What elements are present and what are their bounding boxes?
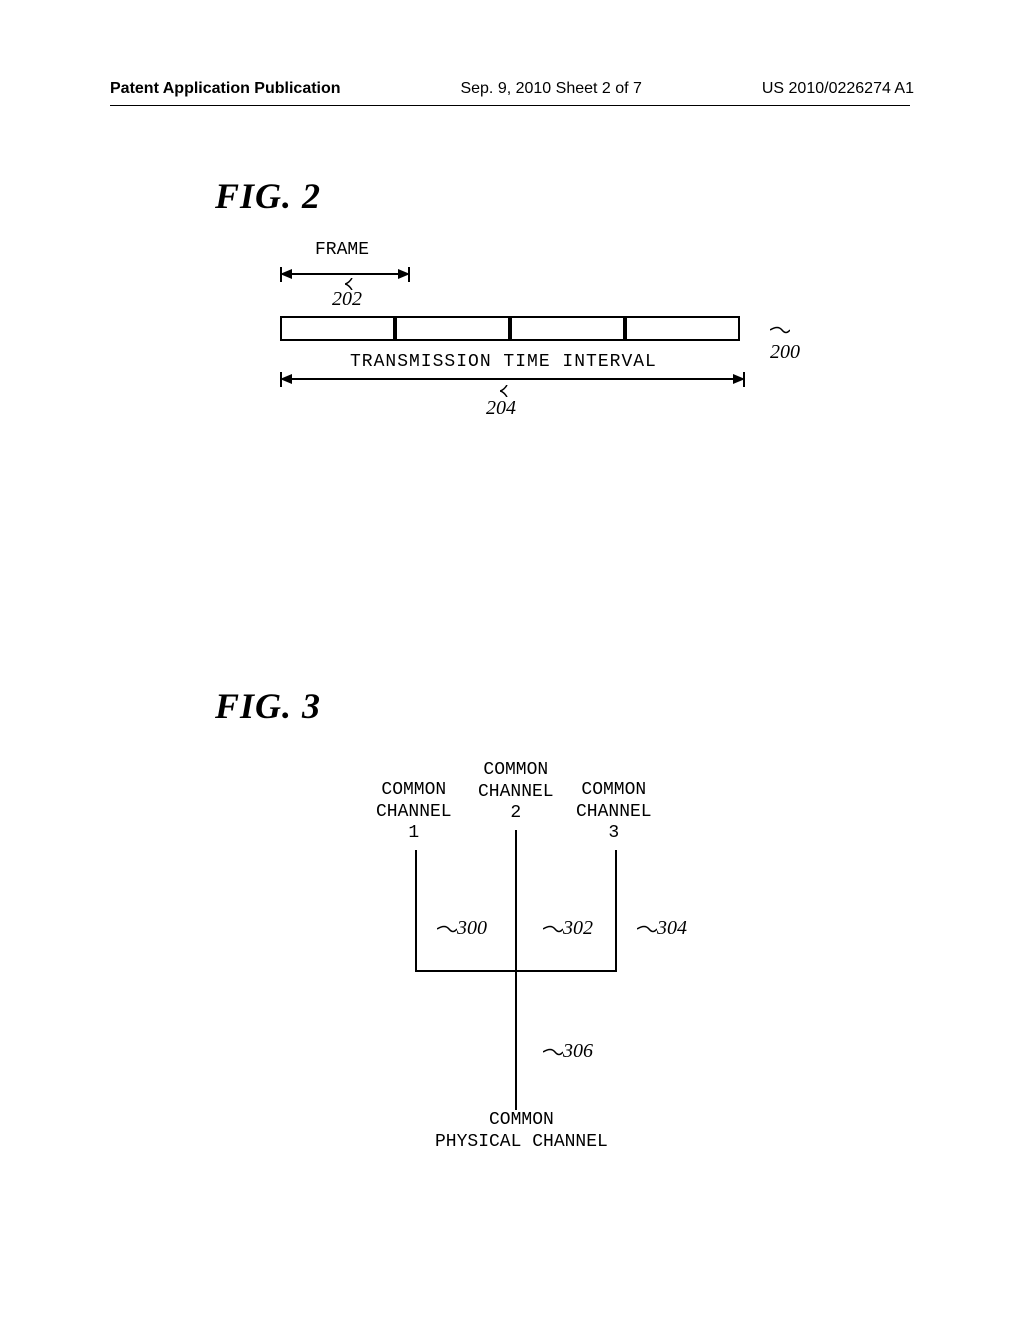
physical-channel-label: COMMON PHYSICAL CHANNEL xyxy=(435,1110,608,1153)
ref-302-text: 302 xyxy=(563,917,593,939)
channel-3-label: COMMON CHANNEL 3 xyxy=(576,780,652,845)
tti-hook-icon xyxy=(500,385,515,397)
frame-box xyxy=(395,316,510,341)
header-right: US 2010/0226274 A1 xyxy=(762,80,914,98)
physical-line2: PHYSICAL CHANNEL xyxy=(435,1132,608,1152)
frame-box xyxy=(510,316,625,341)
page-header: Patent Application Publication Sep. 9, 2… xyxy=(0,80,1024,98)
ch2-line2: CHANNEL xyxy=(478,782,554,802)
ref-302: 302 xyxy=(543,917,593,940)
ref-200-text: 200 xyxy=(770,341,800,363)
frame-label: FRAME xyxy=(315,240,369,260)
channel-1-label: COMMON CHANNEL 1 xyxy=(376,780,452,845)
physical-channel-line xyxy=(515,970,517,1110)
ch3-line1: COMMON xyxy=(581,780,646,800)
header-center: Sep. 9, 2010 Sheet 2 of 7 xyxy=(460,80,641,98)
ref-304: 304 xyxy=(637,917,687,940)
frame-box xyxy=(280,316,395,341)
ch1-line3: 1 xyxy=(408,823,419,843)
ch2-line1: COMMON xyxy=(483,760,548,780)
fig2-title: FIG. 2 xyxy=(215,175,321,217)
frame-ref-number: 202 xyxy=(332,288,362,311)
ch1-line1: COMMON xyxy=(381,780,446,800)
channel-2-label: COMMON CHANNEL 2 xyxy=(478,760,554,825)
tti-label: TRANSMISSION TIME INTERVAL xyxy=(350,352,657,372)
box-ref-number: 200 xyxy=(770,318,800,364)
header-divider xyxy=(110,105,910,106)
ref-306: 306 xyxy=(543,1040,593,1063)
ch1-line2: CHANNEL xyxy=(376,802,452,822)
channel-2-line xyxy=(515,830,517,970)
ch3-line2: CHANNEL xyxy=(576,802,652,822)
ref-300-text: 300 xyxy=(457,917,487,939)
ref-306-text: 306 xyxy=(563,1040,593,1062)
tti-ref-number: 204 xyxy=(486,397,516,420)
channel-3-line xyxy=(615,850,617,970)
header-left: Patent Application Publication xyxy=(110,80,341,98)
frame-box xyxy=(625,316,740,341)
ch3-line3: 3 xyxy=(608,823,619,843)
ref-304-text: 304 xyxy=(657,917,687,939)
ch2-line3: 2 xyxy=(510,803,521,823)
physical-line1: COMMON xyxy=(489,1110,554,1130)
channel-1-line xyxy=(415,850,417,970)
fig3-title: FIG. 3 xyxy=(215,685,321,727)
ref-300: 300 xyxy=(437,917,487,940)
